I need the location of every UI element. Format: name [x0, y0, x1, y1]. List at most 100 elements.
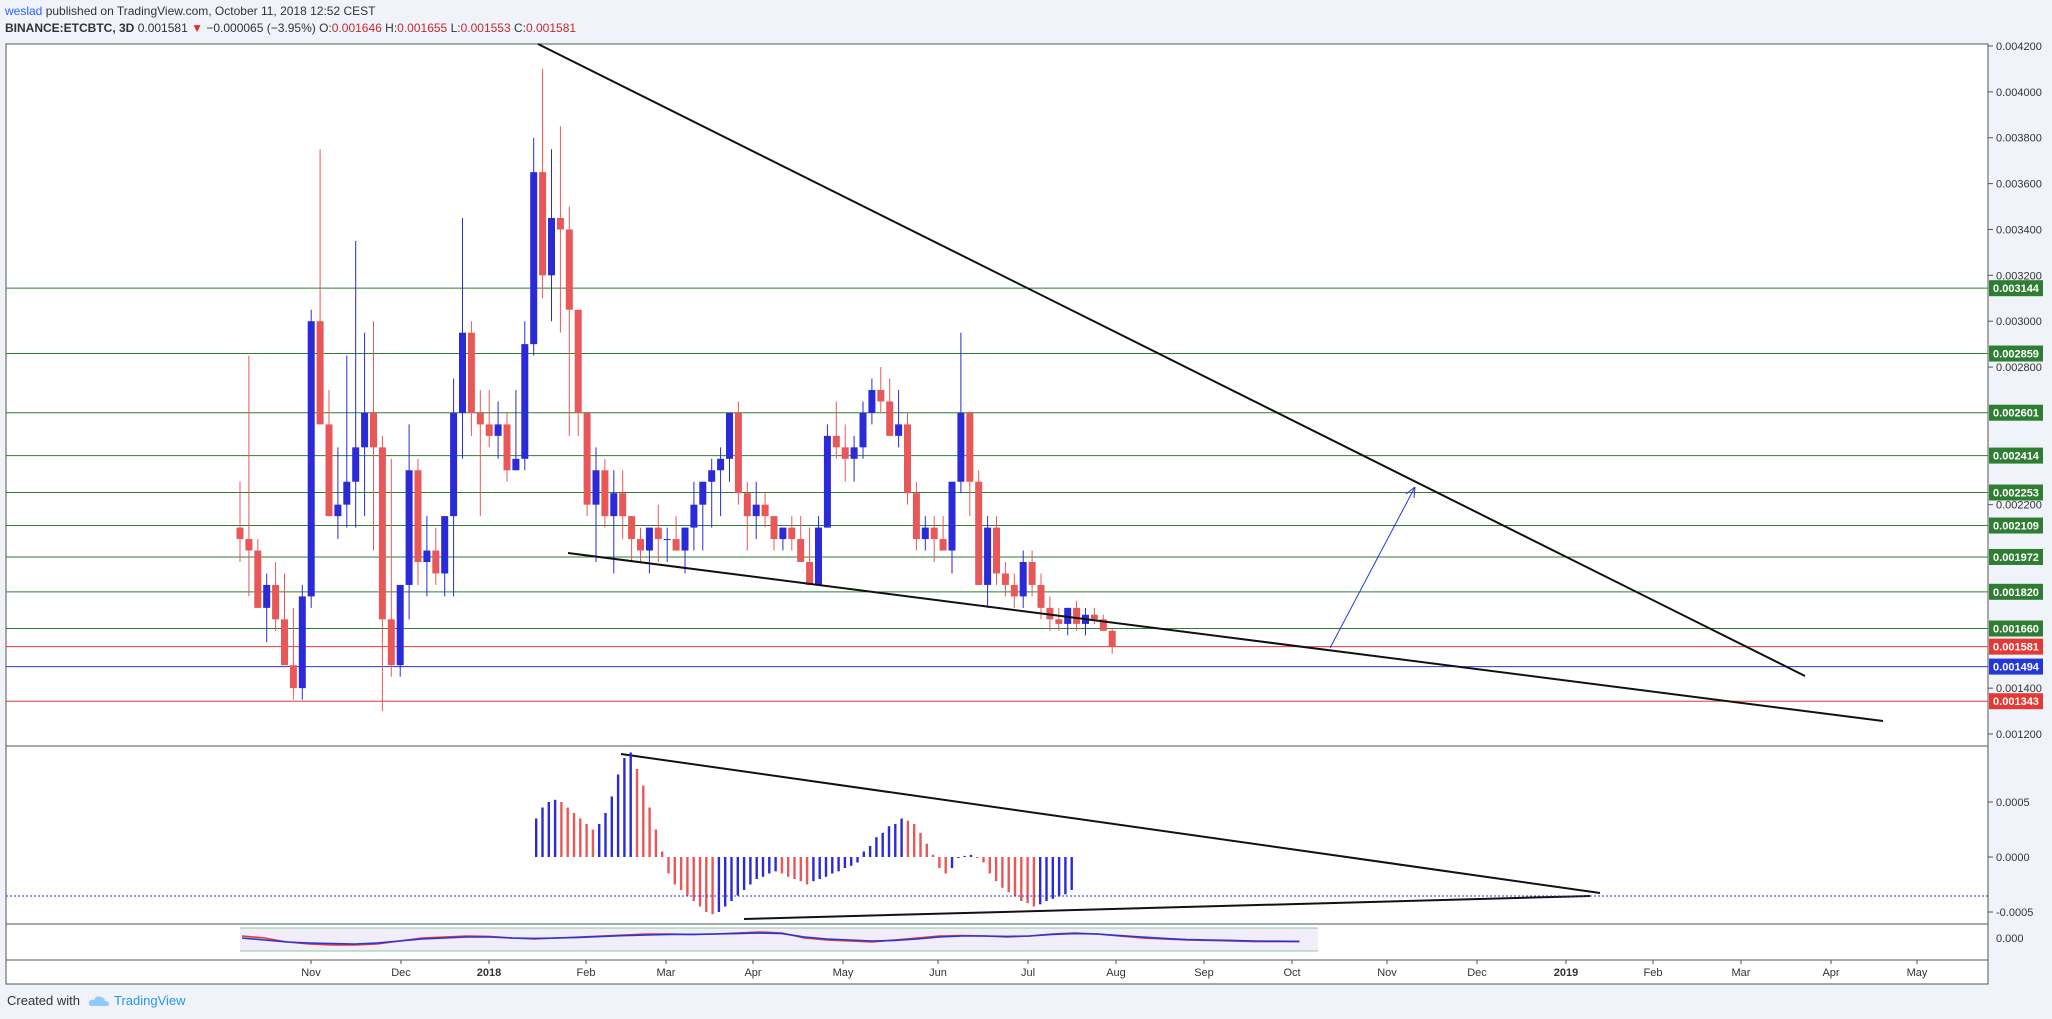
candle-body-20	[414, 470, 422, 562]
level-badge-6	[1989, 548, 2043, 565]
level-badge-label-10: 0.001494	[1993, 662, 2040, 674]
time-tick-label-6: May	[833, 967, 854, 979]
histogram-bar-58	[900, 818, 903, 857]
candle-body-32	[521, 344, 529, 459]
candle-body-4	[272, 584, 280, 620]
candle-body-58	[752, 504, 760, 517]
candle-body-51	[690, 504, 698, 528]
histogram-bar-28	[711, 857, 714, 915]
down-arrow-icon: ▼	[191, 21, 203, 35]
histogram-bar-77	[1020, 857, 1023, 901]
candle-body-60	[770, 516, 778, 540]
candle-body-11	[334, 504, 342, 517]
histogram-bar-39	[780, 857, 784, 874]
symbol-label: BINANCE:ETCBTC, 3D	[5, 21, 135, 35]
candle-body-63	[797, 539, 805, 562]
candle-body-17	[387, 619, 395, 666]
time-tick-label-7: Jun	[929, 967, 947, 979]
histogram-bar-61	[919, 832, 922, 857]
histogram-bar-63	[931, 854, 935, 857]
time-tick-label-10: Sep	[1194, 967, 1214, 979]
time-tick-label-15: Feb	[1644, 967, 1663, 979]
candle-body-38	[574, 309, 582, 413]
histogram-bar-36	[761, 857, 765, 877]
price-tick-label-2: 0.003800	[1996, 133, 2042, 145]
histogram-bar-55	[881, 832, 884, 857]
time-tick-label-18: May	[1907, 967, 1928, 979]
price-tick-label-6: 0.003000	[1996, 316, 2042, 328]
candle-body-3	[263, 584, 271, 608]
candle-body-82	[966, 412, 974, 482]
histogram-bar-51	[856, 857, 859, 863]
histogram-bar-65	[944, 857, 947, 874]
candle-body-15	[370, 412, 377, 448]
time-tick-label-3: Feb	[577, 967, 596, 979]
candle-body-87	[1010, 584, 1018, 597]
histogram-bar-62	[925, 843, 928, 857]
histogram-bar-78	[1026, 857, 1029, 904]
candle-body-61	[779, 527, 787, 540]
time-tick-label-17: Apr	[1822, 967, 1839, 979]
histogram-bar-15	[629, 752, 632, 857]
histogram-bar-56	[887, 826, 891, 857]
level-badge-label-7: 0.001820	[1993, 587, 2039, 599]
candle-body-65	[815, 527, 822, 585]
histogram-bar-13	[616, 774, 620, 857]
candle-body-23	[441, 516, 449, 574]
candle-body-84	[984, 527, 992, 585]
level-badge-label-5: 0.002109	[1993, 521, 2039, 533]
tradingview-brand[interactable]: TradingView	[88, 993, 186, 1008]
candle-body-40	[592, 470, 600, 505]
level-badge-10	[1989, 658, 2043, 675]
histogram-bar-41	[793, 857, 796, 879]
candle-body-44	[628, 516, 636, 540]
candle-body-90	[1037, 584, 1045, 608]
high-value: 0.001655	[397, 21, 448, 35]
histogram-bar-35	[755, 857, 758, 879]
histogram-bar-66	[950, 857, 954, 868]
candle-body-70	[859, 412, 867, 448]
level-badge-label-9: 0.001581	[1993, 642, 2039, 654]
level-badge-11	[1989, 693, 2043, 710]
candle-body-75	[904, 424, 911, 494]
projection-arrow-head	[1405, 486, 1416, 499]
upper-trendline	[537, 43, 1806, 677]
candle-body-48	[663, 539, 671, 541]
histogram-bar-32	[736, 857, 739, 896]
histogram-bar-20	[661, 851, 664, 857]
candle-body-35	[548, 218, 555, 276]
candle-body-98	[1108, 630, 1116, 647]
candle-body-45	[637, 539, 644, 551]
macd-histogram	[6, 752, 1988, 915]
price-tick-label-7: 0.002800	[1996, 362, 2042, 374]
histogram-bar-49	[843, 857, 847, 868]
chart-canvas[interactable]: 0.004200 0.004000 0.003800 0.003600 0.003400…	[0, 0, 2052, 985]
histogram-bar-84	[1064, 857, 1067, 895]
level-badge-4	[1989, 484, 2043, 501]
candle-body-42	[610, 493, 618, 517]
histogram-bar-7	[579, 818, 582, 857]
histogram-bar-76	[1013, 857, 1017, 897]
candle-body-78	[930, 527, 938, 540]
price-tick-label-8: 0.002200	[1996, 500, 2042, 512]
osc-tick-label-0: 0.000	[1996, 933, 2024, 945]
candle-body-41	[601, 470, 609, 517]
level-badge-label-4: 0.002253	[1993, 488, 2039, 500]
high-label: H:	[385, 21, 398, 35]
candle-body-53	[708, 470, 716, 482]
histogram-bar-79	[1032, 857, 1036, 907]
oscillator-band	[240, 928, 1318, 951]
candle-body-31	[512, 458, 520, 471]
candle-body-21	[423, 550, 431, 562]
histogram-bar-48	[837, 857, 840, 872]
level-badge-label-6: 0.001972	[1993, 552, 2039, 564]
publisher-username[interactable]: weslad	[5, 4, 43, 18]
histogram-bar-38	[774, 857, 777, 872]
close-label: C:	[514, 21, 526, 35]
candle-body-66	[823, 435, 831, 528]
price-axis-ticks: 0.004200 0.004000 0.003800 0.003600 0.003400…	[1988, 41, 2042, 945]
candle-body-79	[939, 539, 947, 551]
hist-tick-label-2: -0.0005	[1996, 907, 2033, 919]
projection-arrow-line	[1329, 486, 1416, 649]
candle-body-88	[1019, 562, 1027, 597]
